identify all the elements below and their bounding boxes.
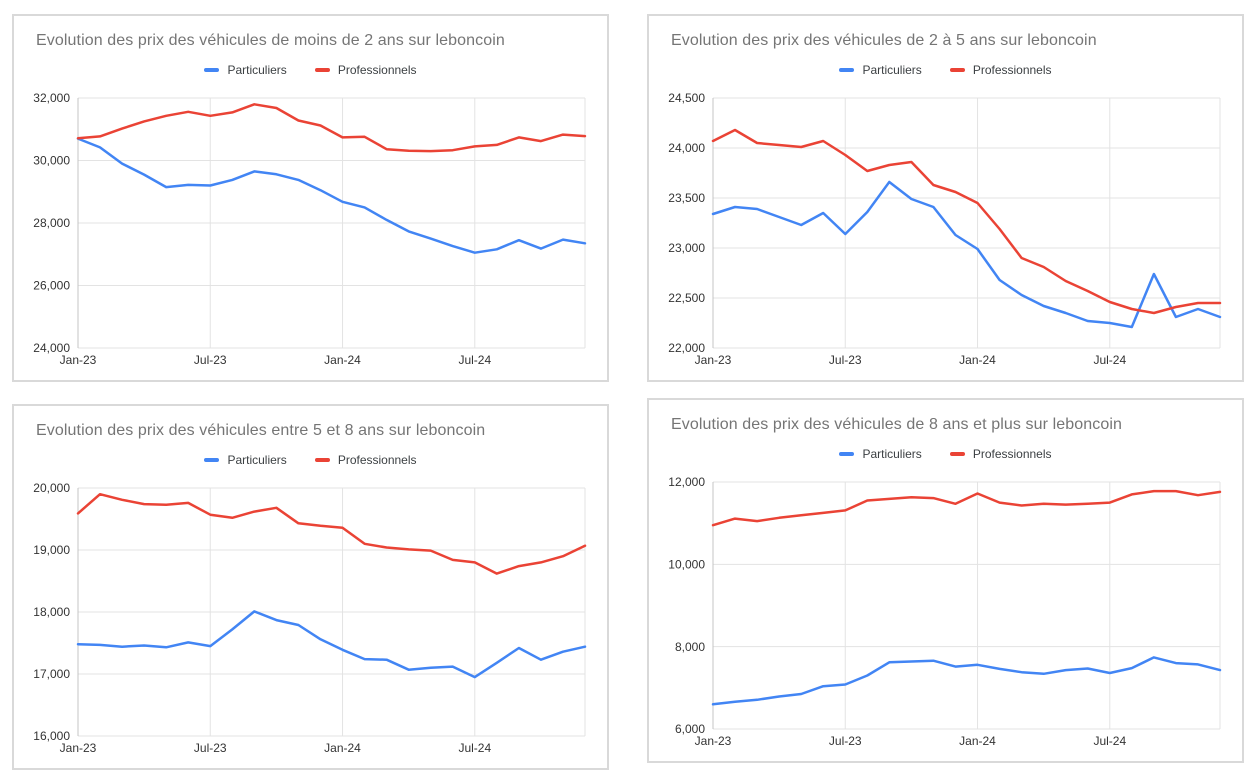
chart-legend: Particuliers Professionnels (14, 62, 607, 78)
chart-panel-2-a-5-ans[interactable]: Evolution des prix des véhicules de 2 à … (647, 14, 1244, 382)
series-line-particuliers (711, 180, 1222, 329)
y-tick-label: 22,000 (668, 341, 705, 355)
x-tick-label: Jan-24 (959, 734, 996, 748)
line-chart-canvas: 22,000 22,500 23,000 23,500 24,000 24,500 Jan-… (651, 90, 1240, 372)
chart-legend: Particuliers Professionnels (14, 452, 607, 468)
legend-item-professionnels: Professionnels (314, 62, 417, 77)
line-chart-canvas: 24,000 26,000 28,000 30,000 32,000 Jan-23 Jul-… (16, 90, 605, 372)
chart-panel-8-ans-et-plus[interactable]: Evolution des prix des véhicules de 8 an… (647, 398, 1244, 763)
y-tick-label: 6,000 (675, 722, 705, 736)
x-tick-label: Jan-23 (60, 741, 97, 755)
series-line-professionnels (711, 489, 1222, 527)
x-tick-label: Jan-23 (60, 353, 97, 367)
y-tick-label: 17,000 (33, 667, 70, 681)
chart-legend: Particuliers Professionnels (649, 446, 1242, 462)
y-tick-label: 18,000 (33, 605, 70, 619)
y-tick-label: 26,000 (33, 278, 70, 292)
y-tick-label: 12,000 (668, 475, 705, 489)
series-line-particuliers (76, 137, 587, 254)
y-tick-label: 24,000 (668, 141, 705, 155)
x-tick-label: Jul-24 (1093, 353, 1126, 367)
x-tick-label: Jul-24 (458, 353, 491, 367)
chart-title: Evolution des prix des véhicules de moin… (36, 32, 505, 49)
legend-label-professionnels: Professionnels (972, 62, 1052, 77)
legend-item-particuliers: Particuliers (204, 452, 287, 467)
y-tick-label: 10,000 (668, 557, 705, 571)
chart-panel-moins-de-2-ans[interactable]: Evolution des prix des véhicules de moin… (12, 14, 609, 382)
legend-swatch-particuliers-icon (839, 451, 855, 456)
legend-item-professionnels: Professionnels (314, 452, 417, 467)
legend-item-professionnels: Professionnels (949, 62, 1052, 77)
y-tick-label: 24,000 (33, 341, 70, 355)
legend-label-particuliers: Particuliers (227, 62, 287, 77)
legend-label-professionnels: Professionnels (337, 452, 417, 467)
series-line-particuliers (711, 655, 1222, 706)
legend-swatch-professionnels-icon (949, 451, 965, 456)
y-tick-label: 32,000 (33, 91, 70, 105)
y-tick-label: 16,000 (33, 729, 70, 743)
y-tick-label: 30,000 (33, 153, 70, 167)
chart-title: Evolution des prix des véhicules de 8 an… (671, 416, 1123, 433)
x-tick-label: Jul-23 (829, 353, 862, 367)
legend-swatch-particuliers-icon (204, 67, 220, 72)
chart-title: Evolution des prix des véhicules entre 5… (36, 422, 486, 439)
line-chart-canvas: 6,000 8,000 10,000 12,000 Jan-23 Jul-23 Jan-24… (651, 474, 1240, 753)
x-tick-label: Jan-23 (695, 353, 732, 367)
y-tick-label: 23,500 (668, 191, 705, 205)
line-chart-canvas: 16,000 17,000 18,000 19,000 20,000 Jan-23 Jul-… (16, 480, 605, 760)
y-tick-label: 20,000 (33, 481, 70, 495)
legend-label-professionnels: Professionnels (337, 62, 417, 77)
series-line-professionnels (711, 128, 1222, 315)
y-tick-label: 28,000 (33, 216, 70, 230)
y-tick-label: 22,500 (668, 291, 705, 305)
y-tick-label: 8,000 (675, 640, 705, 654)
x-tick-label: Jul-23 (194, 353, 227, 367)
legend-label-particuliers: Particuliers (227, 452, 287, 467)
legend-swatch-particuliers-icon (204, 457, 220, 462)
series-line-professionnels (76, 102, 587, 153)
x-tick-label: Jan-23 (695, 734, 732, 748)
legend-swatch-professionnels-icon (949, 67, 965, 72)
chart-title: Evolution des prix des véhicules de 2 à … (671, 32, 1097, 49)
legend-label-professionnels: Professionnels (972, 446, 1052, 461)
legend-item-particuliers: Particuliers (204, 62, 287, 77)
legend-label-particuliers: Particuliers (862, 62, 922, 77)
x-tick-label: Jul-23 (829, 734, 862, 748)
legend-item-professionnels: Professionnels (949, 446, 1052, 461)
series-line-particuliers (76, 609, 587, 679)
x-tick-label: Jan-24 (324, 353, 361, 367)
legend-item-particuliers: Particuliers (839, 446, 922, 461)
legend-swatch-professionnels-icon (314, 457, 330, 462)
y-tick-label: 24,500 (668, 91, 705, 105)
legend-swatch-professionnels-icon (314, 67, 330, 72)
chart-legend: Particuliers Professionnels (649, 62, 1242, 78)
chart-panel-entre-5-et-8-ans[interactable]: Evolution des prix des véhicules entre 5… (12, 404, 609, 770)
legend-item-particuliers: Particuliers (839, 62, 922, 77)
legend-swatch-particuliers-icon (839, 67, 855, 72)
y-tick-label: 23,000 (668, 241, 705, 255)
x-tick-label: Jan-24 (959, 353, 996, 367)
x-tick-label: Jul-24 (1093, 734, 1126, 748)
x-tick-label: Jul-24 (458, 741, 491, 755)
series-line-professionnels (76, 492, 587, 575)
y-tick-label: 19,000 (33, 543, 70, 557)
x-tick-label: Jan-24 (324, 741, 361, 755)
x-tick-label: Jul-23 (194, 741, 227, 755)
legend-label-particuliers: Particuliers (862, 446, 922, 461)
